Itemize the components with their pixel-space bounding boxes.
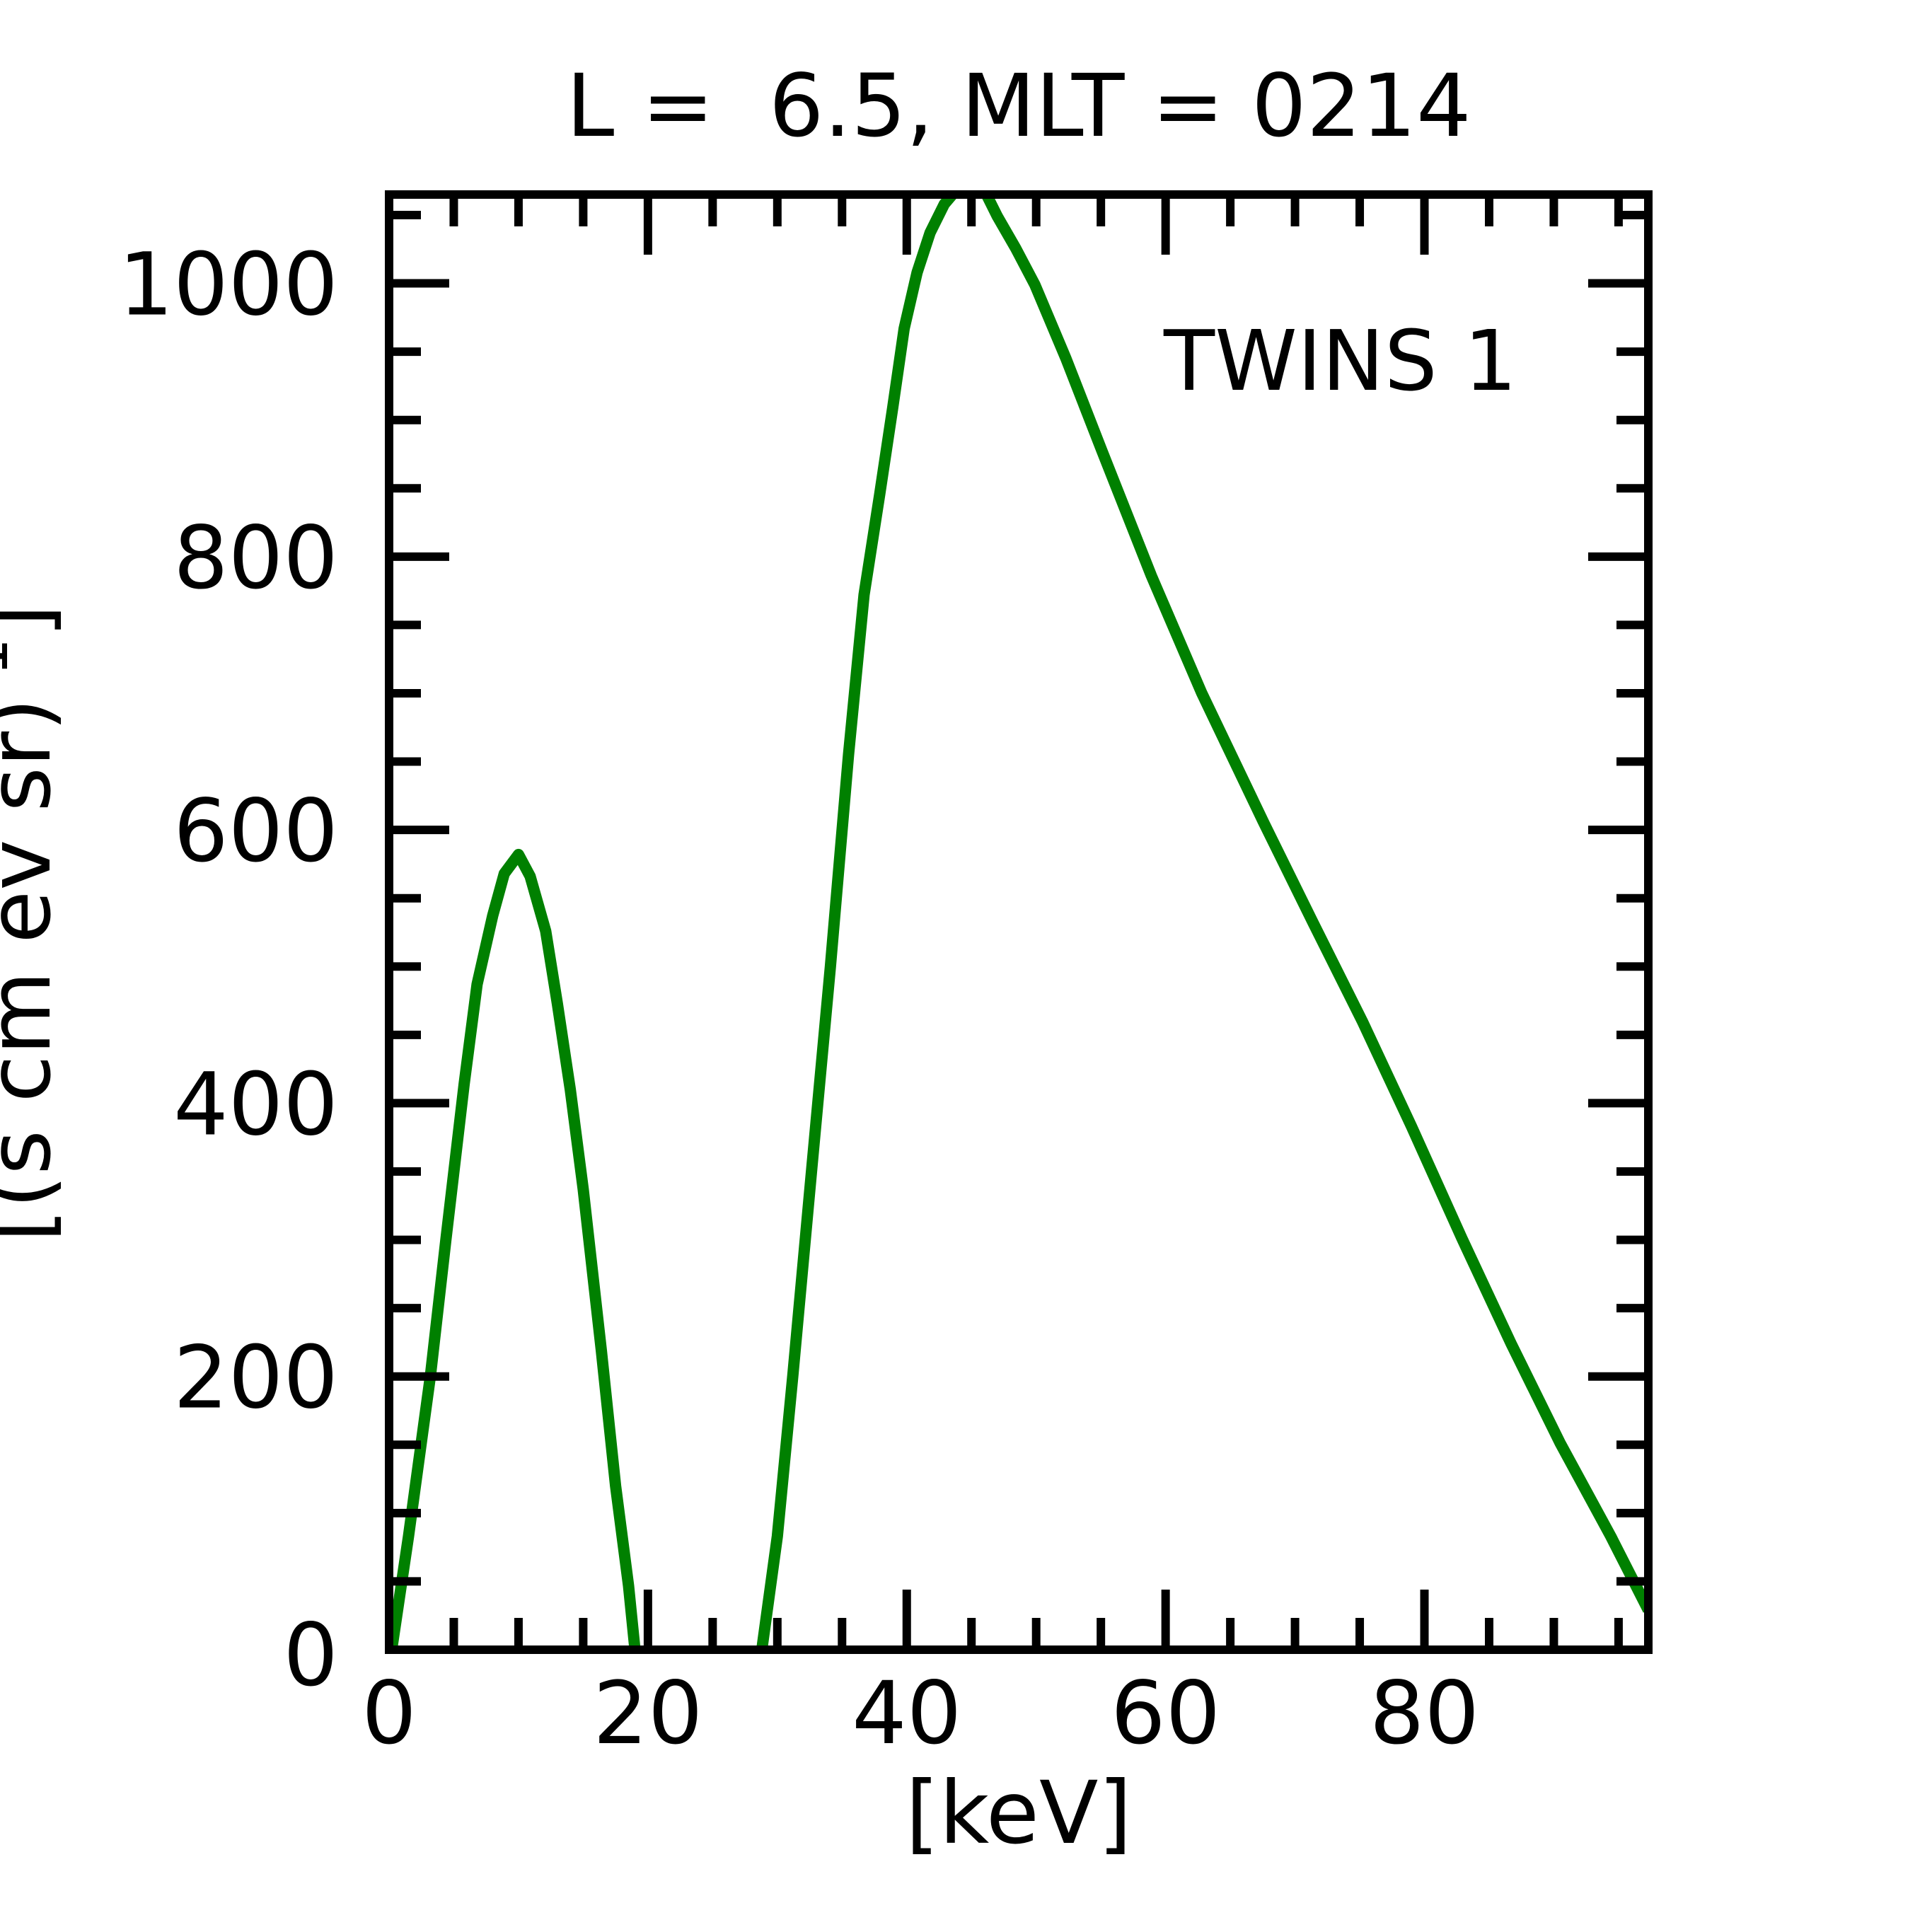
y-tick-label: 1000 <box>119 235 338 335</box>
y-axis-label-sup: -1 <box>0 638 22 698</box>
y-axis-label-main: [(s cm ev sr) <box>0 698 70 1242</box>
y-axis-label: [(s cm ev sr)-1] <box>0 604 70 1242</box>
x-tick-label: 0 <box>361 1663 417 1764</box>
plot-frame <box>385 190 1653 1654</box>
x-axis-label: [keV] <box>906 1763 1132 1863</box>
series-line-twins-1 <box>756 195 1648 1650</box>
y-tick-label: 200 <box>173 1328 338 1428</box>
x-tick-label: 80 <box>1370 1663 1479 1764</box>
legend-twins-1: TWINS 1 <box>1163 312 1517 410</box>
y-tick-label: 0 <box>283 1605 338 1706</box>
x-tick-label: 20 <box>593 1663 702 1764</box>
y-tick-label: 400 <box>173 1054 338 1155</box>
y-tick-label: 600 <box>173 781 338 881</box>
y-tick-label: 800 <box>173 508 338 608</box>
series-line-twins-1 <box>389 848 641 1650</box>
chart-title: L = 6.5, MLT = 0214 <box>566 56 1471 156</box>
x-tick-label: 40 <box>852 1663 961 1764</box>
y-axis-label-close: ] <box>0 604 70 638</box>
x-tick-label: 60 <box>1111 1663 1220 1764</box>
